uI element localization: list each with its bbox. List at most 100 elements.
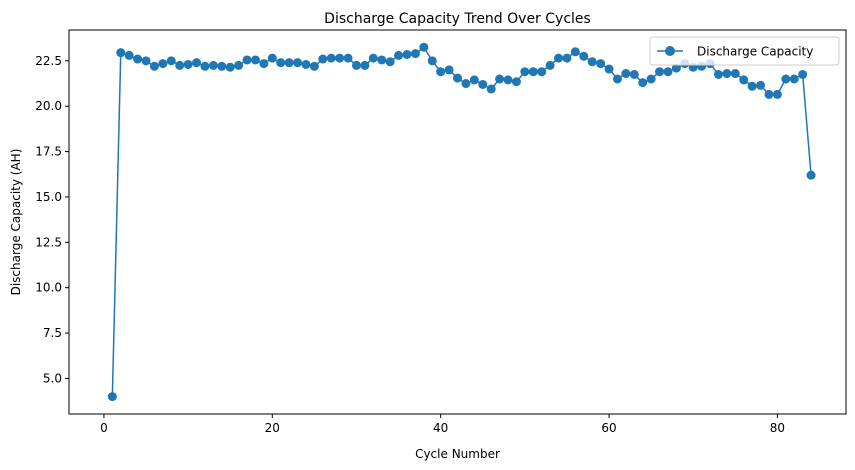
data-point: [655, 67, 665, 77]
data-point: [225, 62, 235, 72]
data-point: [713, 69, 723, 79]
data-point: [806, 170, 816, 180]
data-point: [192, 58, 202, 68]
data-point: [385, 57, 395, 67]
y-tick-label: 20.0: [35, 99, 62, 113]
data-point: [453, 73, 462, 83]
data-point: [326, 53, 336, 63]
data-point: [419, 42, 429, 52]
data-point: [444, 65, 454, 75]
data-point: [671, 63, 681, 73]
data-point: [604, 64, 614, 74]
legend: Discharge Capacity: [649, 36, 840, 66]
data-point: [276, 58, 286, 68]
data-point: [646, 74, 656, 84]
y-axis-label: Discharge Capacity (AH): [9, 149, 23, 296]
data-point: [621, 69, 631, 79]
data-point: [629, 69, 639, 79]
x-tick-label: 80: [770, 421, 785, 435]
data-point: [520, 67, 530, 77]
data-point: [377, 55, 387, 65]
data-point: [511, 77, 521, 87]
y-tick-label: 5.0: [43, 371, 62, 385]
data-point: [545, 60, 555, 70]
data-point: [133, 54, 143, 64]
y-axis: 5.0 7.5 10.0 12.5 15.0 17.5 20.0 22.5: [35, 54, 69, 385]
data-point: [781, 74, 791, 84]
x-tick-label: 20: [265, 421, 280, 435]
y-tick-label: 17.5: [35, 145, 62, 159]
data-point: [158, 59, 168, 69]
data-point: [402, 50, 412, 59]
data-point: [149, 61, 159, 71]
y-tick-label: 7.5: [43, 326, 62, 340]
data-point: [124, 50, 134, 60]
data-point: [250, 55, 260, 65]
data-point: [267, 53, 277, 63]
data-point: [756, 80, 766, 90]
data-point: [351, 60, 361, 70]
x-tick-label: 40: [433, 421, 448, 435]
data-point: [141, 56, 151, 66]
series-line: [111, 46, 812, 397]
data-point: [200, 61, 210, 71]
data-point: [554, 53, 564, 63]
data-point: [722, 69, 732, 79]
data-point: [234, 60, 244, 70]
x-tick-label: 60: [601, 421, 616, 435]
data-point: [772, 89, 782, 99]
data-point: [469, 75, 479, 85]
series-discharge-capacity: [107, 42, 816, 402]
data-point: [410, 49, 420, 59]
data-point: [301, 59, 311, 69]
data-point: [587, 57, 597, 67]
y-tick-label: 12.5: [35, 235, 62, 249]
data-point: [343, 53, 353, 63]
data-point: [284, 58, 294, 68]
data-point: [478, 79, 488, 89]
data-point: [208, 60, 218, 70]
data-point: [368, 53, 378, 63]
data-point: [486, 84, 496, 94]
data-point: [638, 78, 648, 88]
data-point: [293, 58, 303, 68]
data-point: [798, 69, 808, 79]
data-point: [116, 48, 126, 58]
x-axis: 0 20 40 60 80: [100, 414, 785, 435]
data-point: [789, 74, 799, 84]
data-point: [259, 59, 269, 69]
data-point: [394, 50, 404, 60]
x-tick-label: 0: [100, 421, 108, 435]
data-point: [579, 51, 589, 61]
x-axis-label: Cycle Number: [415, 447, 500, 461]
data-point: [107, 392, 117, 402]
data-point: [318, 54, 328, 64]
data-point: [166, 56, 176, 66]
plot-area-frame: [68, 29, 847, 415]
y-tick-label: 22.5: [35, 54, 62, 68]
data-point: [596, 59, 606, 69]
data-point: [495, 74, 505, 84]
data-point: [739, 75, 749, 85]
data-point: [427, 56, 437, 66]
y-tick-label: 15.0: [35, 190, 62, 204]
data-point: [528, 67, 538, 77]
data-point: [612, 74, 622, 84]
data-point: [436, 67, 446, 77]
legend-marker-swatch: [665, 46, 675, 56]
data-point: [175, 60, 185, 70]
chart-title: Discharge Capacity Trend Over Cycles: [324, 11, 591, 27]
data-point: [747, 81, 757, 91]
legend-entry-discharge-capacity: Discharge Capacity: [697, 45, 813, 59]
data-point: [242, 55, 252, 65]
data-point: [562, 53, 572, 63]
data-point: [335, 53, 345, 63]
data-point: [570, 47, 580, 57]
data-point: [217, 61, 227, 71]
data-point: [537, 67, 547, 77]
data-point: [461, 79, 471, 89]
data-point: [663, 67, 673, 77]
data-point: [360, 60, 370, 70]
legend-box: [649, 36, 840, 66]
